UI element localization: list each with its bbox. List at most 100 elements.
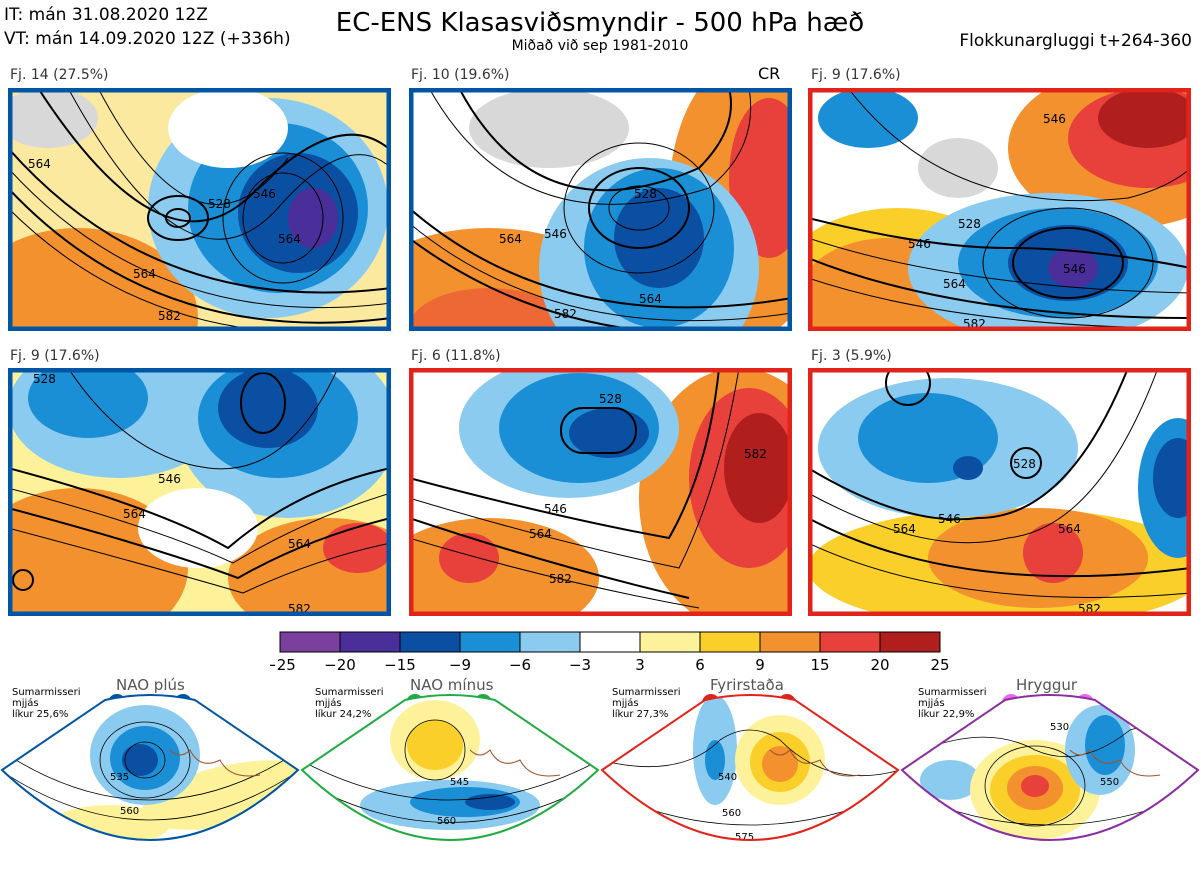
regime-season: Sumarmisseri [612,687,681,698]
contour-label: 564 [28,157,51,171]
colorbar-tick-label: 3 [635,656,645,674]
contour-label: 528 [958,217,981,231]
page-title: EC-ENS Klasasviðsmyndir - 500 hPa hæð [335,8,865,38]
contour-label: 546 [938,512,961,526]
contour-label: 546 [253,187,276,201]
colorbar: −25 −20 −15 −9 −6 −3 3 6 9 15 20 25 [264,630,960,676]
colorbar-segment [519,631,581,653]
contour-label: 530 [1050,722,1069,733]
contour-label: 582 [744,447,767,461]
contour-label: 528 [634,187,657,201]
regime-smoothing: mjjás [612,698,639,709]
cluster-label-2: Fj. 10 (19.6%) [411,67,510,83]
regime-probability: líkur 24,2% [315,709,372,720]
contour-label: 546 [544,227,567,241]
contour-label: 575 [735,832,754,843]
colorbar-tick-label: 9 [755,656,765,674]
regime-season: Sumarmisseri [12,687,81,698]
classification-window: Flokkunargluggi t+264-360 [959,31,1192,51]
cluster-map-3: 546 528 546 564 546 582 [808,88,1191,331]
contour-label: 546 [908,237,931,251]
colorbar-segment [399,631,461,653]
colorbar-segment [759,631,821,653]
contour-label: 528 [599,392,622,406]
contour-label: 564 [529,527,552,541]
colorbar-segment [459,631,521,653]
regime-map-ridge: 530 550 575 [900,690,1200,871]
contour-label: 535 [110,772,129,783]
contour-label: 560 [120,806,139,817]
regime-smoothing: mjjás [918,698,945,709]
contour-label: 575 [447,850,466,861]
cluster-label-1: Fj. 14 (27.5%) [10,67,109,83]
colorbar-segment [639,631,701,653]
valid-time: VT: mán 14.09.2020 12Z (+336h) [4,29,291,49]
colorbar-tick-label: −25 [270,656,296,674]
cluster-label-6: Fj. 3 (5.9%) [811,348,892,364]
colorbar-tick-label: 15 [810,656,829,674]
contour-label: 545 [450,777,469,788]
regime-probability: líkur 22,9% [918,709,975,720]
colorbar-tick-label: −6 [509,656,531,674]
cluster-map-2: 528 546 564 564 582 [409,88,792,331]
colorbar-tick-label: −20 [324,656,356,674]
contour-label: 582 [158,309,181,323]
regime-smoothing: mjjás [12,698,39,709]
contour-label: 582 [554,307,577,321]
colorbar-segment [579,631,641,653]
contour-label: 546 [544,502,567,516]
contour-label: 564 [1058,522,1081,536]
regime-title-nao-minus: NAO mínus [410,676,494,694]
contour-label: 564 [123,507,146,521]
colorbar-tick-label: −15 [384,656,416,674]
regime-season: Sumarmisseri [315,687,384,698]
contour-label: 564 [499,232,522,246]
cluster-tag: CR [758,64,781,83]
cluster-map-1: 564 528 546 564 564 582 [8,88,391,331]
contour-label: 528 [208,197,231,211]
cluster-map-6: 546 564 528 564 582 [808,368,1191,616]
contour-label: 550 [1100,777,1119,788]
regime-map-nao-plus: 535 560 [0,690,300,871]
colorbar-segment [879,631,941,653]
regime-map-nao-minus: 545 560 575 [300,690,600,871]
regime-title-nao-plus: NAO plús [116,676,185,694]
contour-label: 546 [1043,112,1066,126]
colorbar-tick-label: −9 [449,656,471,674]
regime-smoothing: mjjás [315,698,342,709]
regime-title-ridge: Hryggur [1016,676,1078,694]
colorbar-segment [819,631,881,653]
regime-probability: líkur 25,6% [12,709,69,720]
cluster-label-4: Fj. 9 (17.6%) [10,348,100,364]
contour-label: 564 [288,537,311,551]
contour-label: 546 [158,472,181,486]
colorbar-tick-label: 25 [930,656,949,674]
contour-label: 564 [893,522,916,536]
cluster-map-4: 528 546 564 564 582 [8,368,391,616]
contour-label: 528 [1013,457,1036,471]
regime-title-blocking: Fyrirstaða [710,676,784,694]
initial-time: IT: mán 31.08.2020 12Z [4,5,208,25]
contour-label: 564 [133,267,156,281]
page-subtitle: Miðað við sep 1981-2010 [511,38,689,54]
contour-label: 564 [943,277,966,291]
contour-label: 540 [718,772,737,783]
contour-label: 546 [1063,262,1086,276]
colorbar-segment [699,631,761,653]
contour-label: 560 [437,816,456,827]
cluster-label-5: Fj. 6 (11.8%) [411,348,501,364]
colorbar-segment [339,631,401,653]
regime-map-blocking: 540 560 575 [600,690,900,871]
regime-season: Sumarmisseri [918,687,987,698]
contour-label: 575 [1090,837,1109,848]
colorbar-segment [279,631,341,653]
cluster-map-5: 528 546 564 582 582 [409,368,792,616]
contour-label: 582 [549,572,572,586]
cluster-label-3: Fj. 9 (17.6%) [811,67,901,83]
contour-label: 560 [722,808,741,819]
contour-label: 564 [639,292,662,306]
contour-label: 528 [33,372,56,386]
colorbar-tick-label: −3 [569,656,591,674]
contour-label: 564 [278,232,301,246]
colorbar-tick-label: 6 [695,656,705,674]
